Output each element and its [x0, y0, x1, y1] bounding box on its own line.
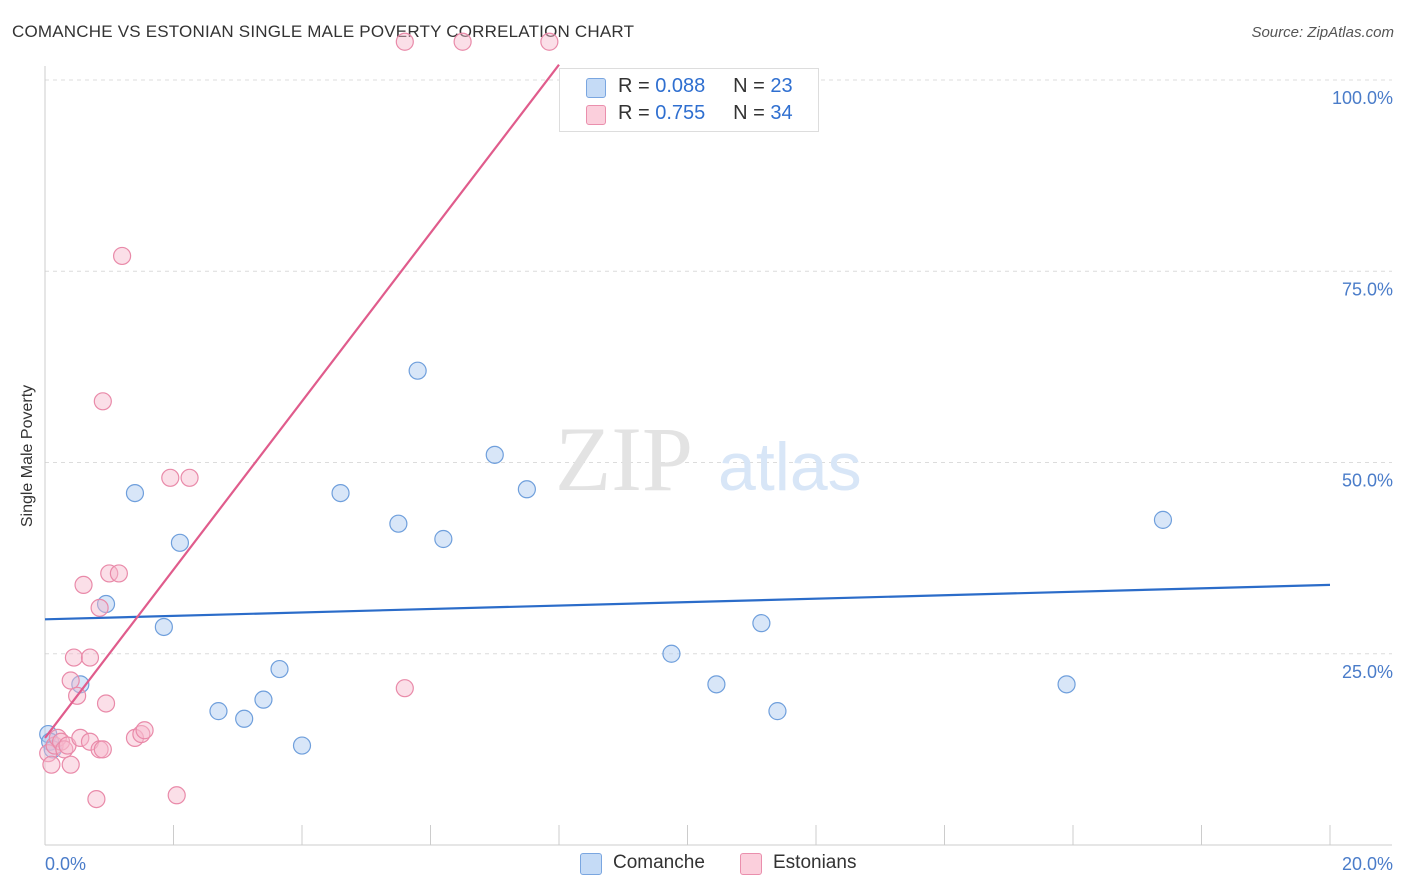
point-estonians-33: [540, 32, 559, 51]
y-tick-label-3: 100.0%: [1332, 88, 1393, 108]
chart-title: COMANCHE VS ESTONIAN SINGLE MALE POVERTY…: [12, 22, 635, 41]
point-estonians-7: [61, 755, 80, 774]
point-comanche-18: [517, 480, 536, 499]
point-estonians-13: [80, 648, 100, 667]
legend-swatch-comanche: [580, 853, 602, 875]
point-comanche-10: [254, 690, 273, 709]
point-comanche-21: [752, 614, 771, 633]
point-estonians-23: [112, 246, 132, 266]
point-estonians-27: [161, 468, 180, 487]
point-estonians-32: [453, 32, 472, 51]
legend-r-value: 0.755: [655, 102, 706, 124]
point-estonians-10: [71, 728, 90, 748]
point-estonians-28: [167, 786, 186, 805]
point-comanche-14: [389, 514, 408, 533]
axes: [44, 66, 1392, 846]
trend-line-estonians: [44, 64, 560, 739]
legend-n-label: N =: [733, 102, 765, 124]
legend-r-label: R =: [618, 102, 650, 124]
stats-legend: R = 0.088 N = 23 R = 0.755 N = 34: [559, 68, 819, 132]
point-estonians-18: [90, 598, 109, 617]
point-comanche-5: [125, 484, 145, 503]
y-tick-label-1: 50.0%: [1342, 471, 1393, 491]
point-estonians-29: [180, 468, 199, 487]
series-legend: Comanche Estonians: [0, 852, 1406, 878]
point-comanche-7: [170, 533, 190, 552]
legend-n-value: 23: [770, 75, 793, 97]
point-comanche-12: [292, 736, 312, 755]
watermark: ZIP atlas: [555, 408, 862, 510]
trend-lines: [44, 64, 1331, 739]
y-tick-label-2: 75.0%: [1342, 279, 1393, 299]
point-estonians-19: [93, 740, 112, 759]
point-estonians-20: [96, 694, 116, 713]
watermark-zip: ZIP: [555, 408, 693, 510]
point-comanche-20: [707, 675, 726, 694]
legend-swatch-estonians: [586, 105, 606, 125]
point-comanche-13: [331, 484, 350, 503]
point-estonians-12: [74, 575, 93, 595]
point-comanche-22: [768, 702, 787, 721]
point-comanche-9: [235, 709, 254, 728]
legend-r-label: R =: [618, 75, 650, 97]
point-comanche-24: [1153, 510, 1173, 529]
chart-source: Source: ZipAtlas.com: [1251, 24, 1394, 41]
point-comanche-15: [408, 361, 427, 380]
legend-label-estonians: Estonians: [773, 852, 857, 873]
y-tick-label-0: 25.0%: [1342, 662, 1393, 682]
point-estonians-31: [395, 32, 414, 51]
data-points: [39, 32, 1173, 809]
grid-lines: [45, 79, 1392, 655]
tick-labels: 25.0% 50.0% 75.0% 100.0% 0.0% 20.0%: [45, 88, 1393, 874]
point-estonians-15: [87, 789, 106, 809]
x-tick-label-max: 20.0%: [1342, 854, 1393, 874]
point-estonians-9: [64, 648, 84, 667]
point-comanche-11: [270, 659, 289, 679]
legend-n-value: 34: [770, 102, 793, 124]
point-estonians-1: [42, 755, 61, 774]
watermark-atlas: atlas: [718, 429, 862, 505]
point-comanche-6: [154, 617, 173, 637]
point-comanche-8: [209, 702, 228, 721]
point-comanche-23: [1057, 675, 1076, 694]
point-estonians-22: [109, 564, 128, 583]
point-comanche-16: [434, 529, 453, 549]
x-tick-label-min: 0.0%: [45, 854, 86, 874]
point-estonians-17: [93, 392, 112, 411]
point-estonians-21: [100, 564, 119, 583]
trend-line-comanche: [44, 583, 1331, 621]
legend-r-value: 0.088: [655, 75, 706, 97]
legend-swatch-estonians: [740, 853, 762, 875]
point-estonians-26: [135, 721, 154, 740]
legend-label-comanche: Comanche: [613, 852, 705, 873]
point-estonians-8: [61, 671, 80, 690]
legend-swatch-comanche: [586, 78, 606, 98]
point-comanche-17: [485, 445, 504, 464]
legend-n-label: N =: [733, 75, 765, 97]
point-estonians-30: [395, 679, 414, 698]
point-comanche-19: [662, 644, 681, 663]
